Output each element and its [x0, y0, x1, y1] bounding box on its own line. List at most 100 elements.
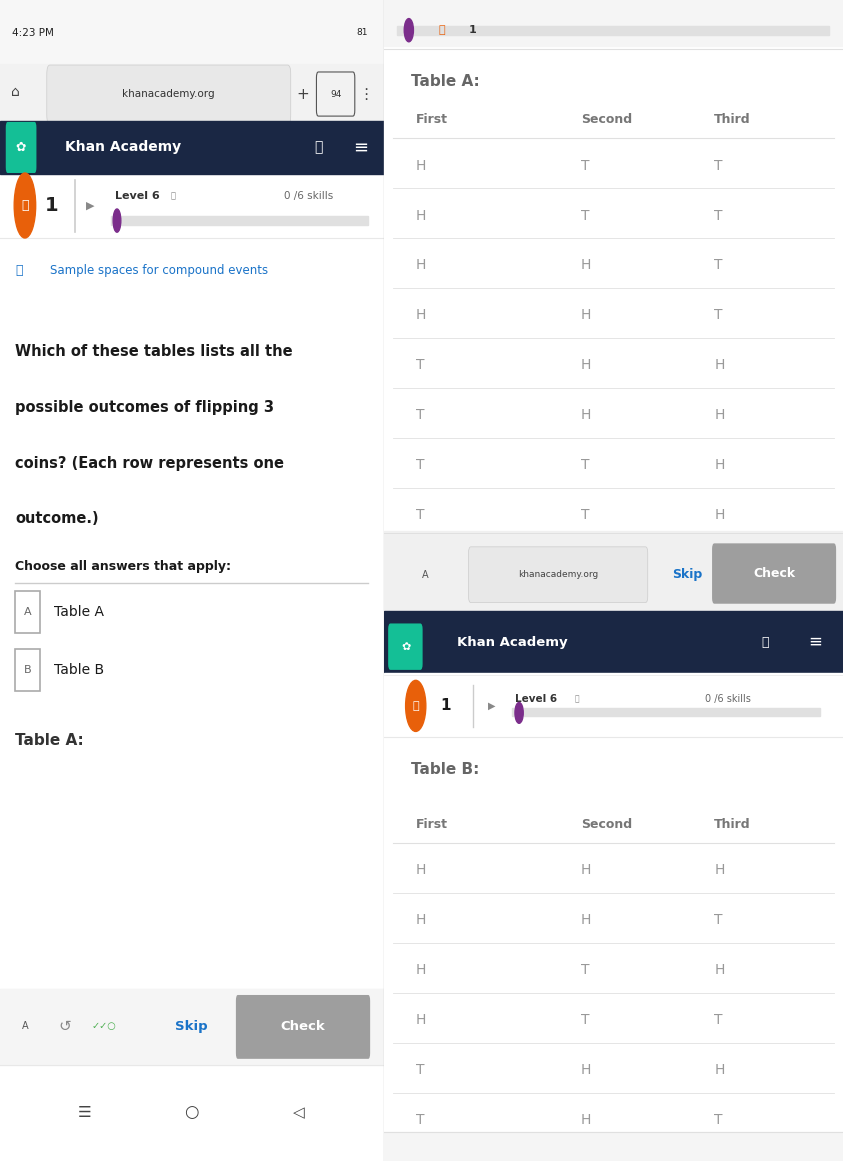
Text: Third: Third: [714, 113, 751, 127]
Text: Level 6: Level 6: [115, 192, 160, 201]
Text: 1: 1: [440, 699, 451, 713]
Text: Table A: Table A: [54, 605, 104, 619]
Text: H: H: [416, 259, 426, 273]
Circle shape: [405, 680, 426, 731]
Text: H: H: [581, 409, 592, 423]
Text: T: T: [714, 914, 722, 928]
Text: ⓘ: ⓘ: [170, 192, 175, 201]
Text: 94: 94: [330, 89, 341, 99]
Text: ✓✓○: ✓✓○: [91, 1022, 116, 1031]
Text: 🔥: 🔥: [438, 26, 445, 35]
Text: A: A: [22, 1022, 29, 1031]
Text: H: H: [714, 459, 725, 473]
Bar: [0, 121, 384, 174]
Text: T: T: [714, 259, 722, 273]
Text: 🔥: 🔥: [412, 701, 419, 711]
FancyBboxPatch shape: [316, 72, 355, 116]
Text: H: H: [581, 259, 592, 273]
Text: Which of these tables lists all the: Which of these tables lists all the: [15, 345, 293, 359]
Circle shape: [113, 209, 121, 232]
Text: H: H: [714, 964, 725, 978]
Bar: [397, 26, 830, 35]
Text: 4:23 PM: 4:23 PM: [12, 28, 53, 37]
Text: khanacademy.org: khanacademy.org: [518, 570, 599, 579]
Text: 0 /6 skills: 0 /6 skills: [284, 192, 333, 201]
Text: possible outcomes of flipping 3: possible outcomes of flipping 3: [15, 401, 274, 414]
FancyBboxPatch shape: [712, 543, 836, 604]
Text: First: First: [416, 113, 448, 127]
Text: Second: Second: [581, 113, 632, 127]
Text: 🔍: 🔍: [314, 140, 323, 154]
Bar: [513, 708, 820, 716]
Bar: [111, 216, 368, 225]
Text: T: T: [416, 459, 424, 473]
Text: T: T: [581, 209, 589, 223]
Text: Table A:: Table A:: [411, 74, 480, 88]
Text: ◁: ◁: [293, 1105, 305, 1119]
Text: T: T: [714, 209, 722, 223]
Text: T: T: [714, 1113, 722, 1127]
Text: A: A: [422, 570, 428, 579]
Text: H: H: [714, 509, 725, 522]
Text: T: T: [581, 509, 589, 522]
Text: H: H: [581, 309, 592, 323]
Text: A: A: [24, 607, 32, 616]
Text: ✿: ✿: [401, 642, 411, 651]
Bar: [0, 0, 384, 64]
Text: T: T: [416, 1063, 424, 1077]
Text: Level 6: Level 6: [514, 694, 556, 704]
Text: ⌂: ⌂: [11, 85, 19, 99]
Text: ⋮: ⋮: [358, 87, 374, 101]
FancyBboxPatch shape: [6, 122, 36, 173]
Bar: [0, 1065, 384, 1161]
Text: T: T: [416, 409, 424, 423]
Text: H: H: [581, 1063, 592, 1077]
Text: H: H: [581, 914, 592, 928]
Text: ≡: ≡: [808, 633, 823, 651]
Text: T: T: [581, 459, 589, 473]
Text: H: H: [416, 309, 426, 323]
Text: H: H: [416, 864, 426, 878]
Text: 81: 81: [357, 28, 368, 37]
Text: ▶: ▶: [86, 201, 94, 210]
Text: 0 /6 skills: 0 /6 skills: [705, 694, 751, 704]
Circle shape: [405, 19, 413, 42]
Text: Table A:: Table A:: [15, 734, 84, 748]
Text: Check: Check: [753, 567, 795, 580]
Text: H: H: [416, 914, 426, 928]
Text: 1: 1: [45, 196, 59, 215]
Text: H: H: [581, 864, 592, 878]
Text: Check: Check: [281, 1019, 325, 1033]
Text: ✿: ✿: [16, 140, 26, 154]
Text: 1: 1: [469, 26, 476, 35]
FancyBboxPatch shape: [47, 65, 291, 124]
Bar: [384, 1132, 843, 1161]
Text: T: T: [581, 159, 589, 173]
Text: H: H: [714, 1063, 725, 1077]
Bar: [384, 0, 843, 46]
Text: Table B:: Table B:: [411, 763, 480, 777]
Text: H: H: [714, 864, 725, 878]
Circle shape: [14, 173, 35, 238]
Bar: [384, 611, 843, 673]
Text: 🔥: 🔥: [21, 199, 29, 212]
Text: T: T: [581, 964, 589, 978]
Text: H: H: [581, 359, 592, 373]
Text: H: H: [714, 359, 725, 373]
Bar: [384, 673, 843, 737]
Text: Skip: Skip: [672, 568, 702, 582]
Text: khanacademy.org: khanacademy.org: [122, 89, 215, 99]
Text: H: H: [714, 409, 725, 423]
Text: First: First: [416, 817, 448, 831]
Text: T: T: [714, 309, 722, 323]
Bar: [384, 531, 843, 610]
Text: T: T: [416, 509, 424, 522]
Text: Table B: Table B: [54, 663, 104, 677]
Bar: [15, 591, 40, 633]
Text: Third: Third: [714, 817, 751, 831]
Text: H: H: [416, 1014, 426, 1027]
Text: H: H: [416, 159, 426, 173]
FancyBboxPatch shape: [236, 995, 370, 1059]
Text: T: T: [714, 1014, 722, 1027]
Text: H: H: [581, 1113, 592, 1127]
